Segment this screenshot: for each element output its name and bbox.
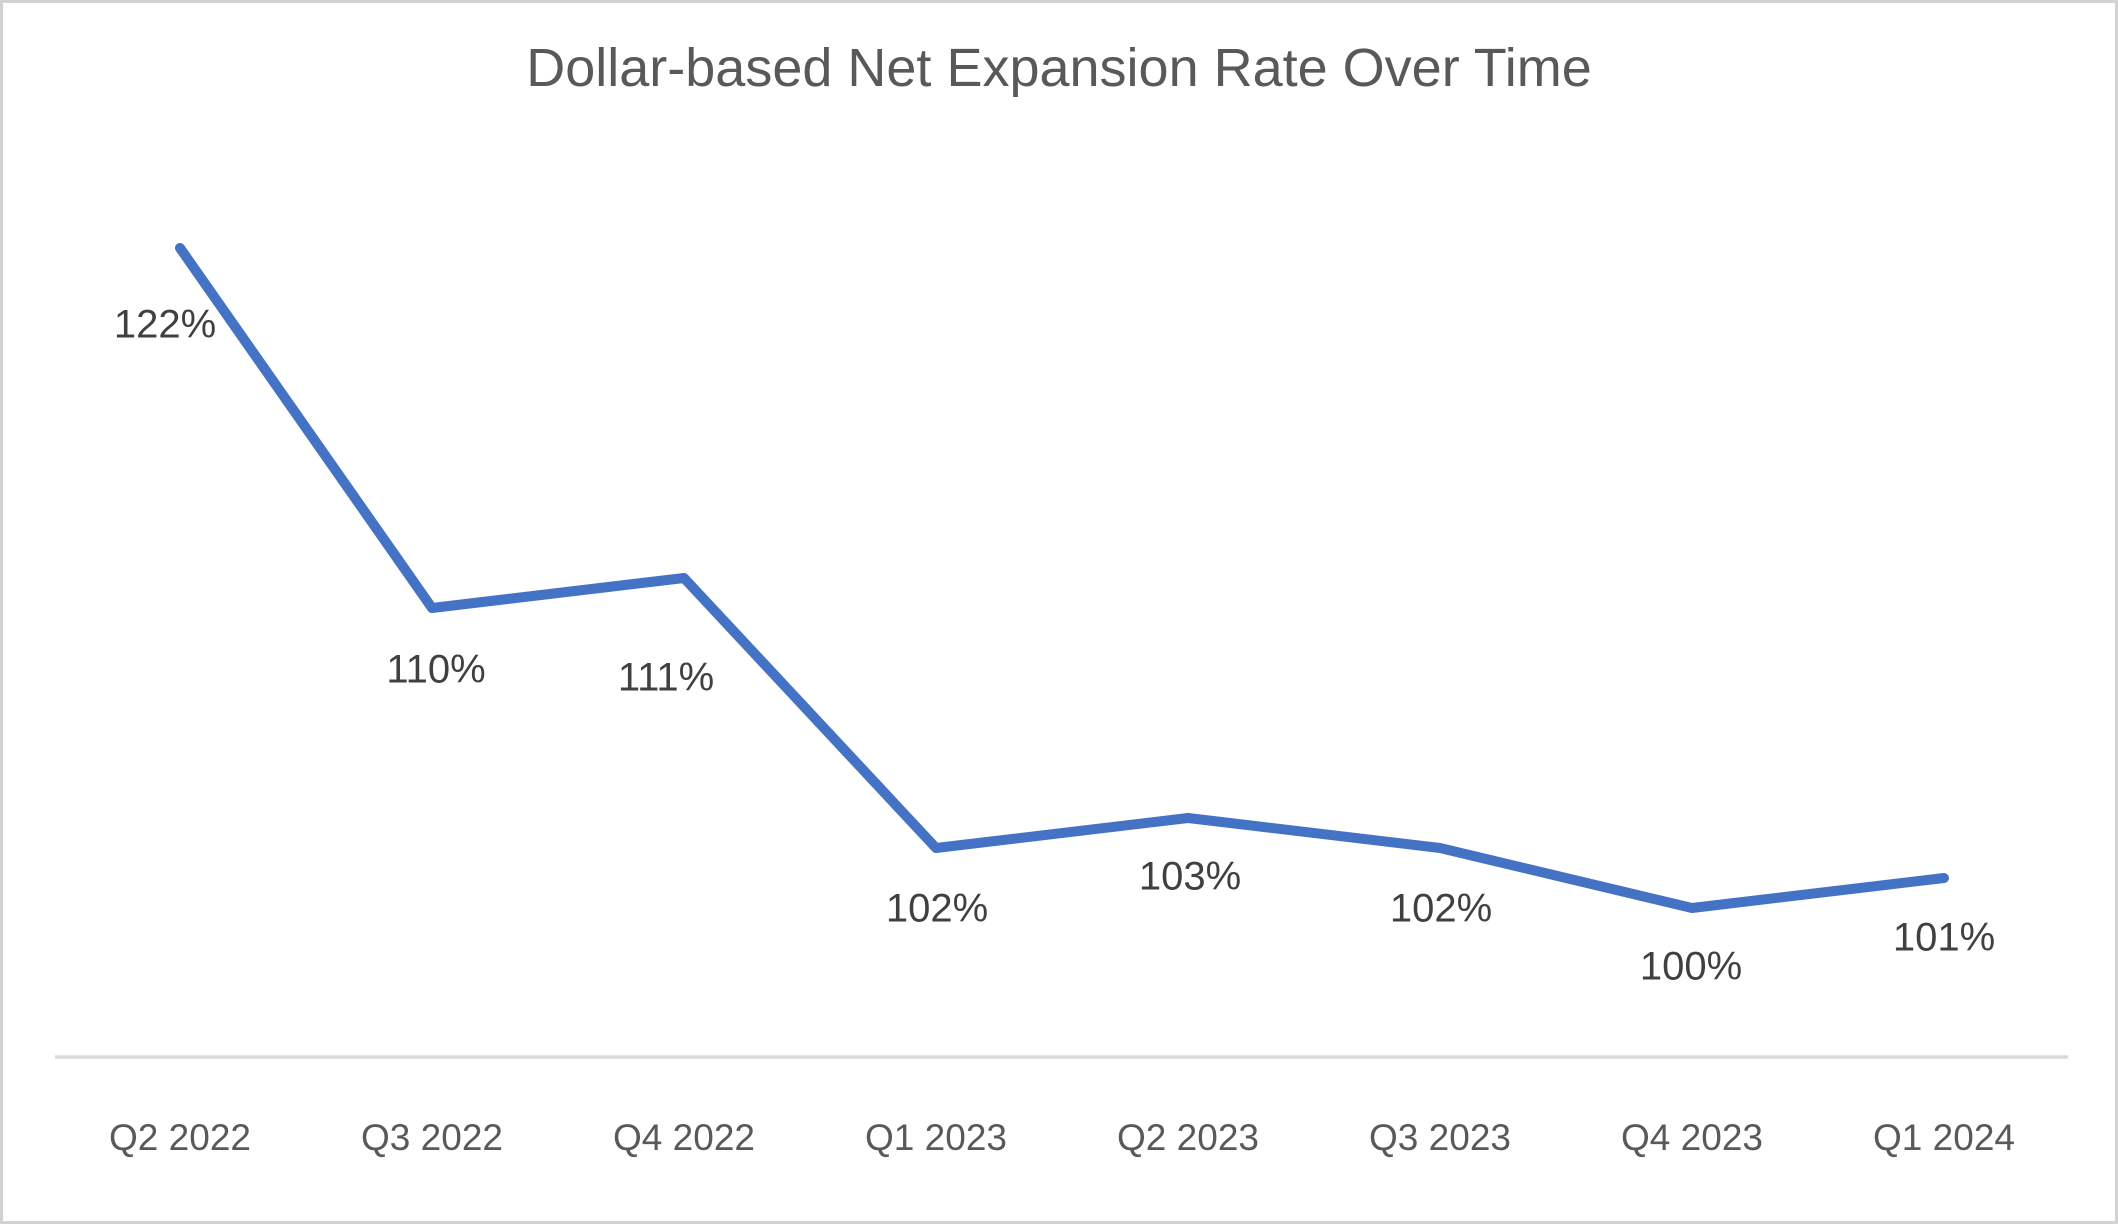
line-plot: [55, 243, 2068, 1059]
data-label: 100%: [1639, 944, 1743, 989]
x-axis-tick-label: Q2 2023: [1117, 1117, 1259, 1158]
data-label: 101%: [1892, 915, 1996, 960]
x-axis-tick-label: Q3 2022: [361, 1117, 503, 1158]
x-axis-tick-label: Q4 2023: [1621, 1117, 1763, 1158]
data-label: 102%: [1389, 886, 1493, 931]
x-axis-tick-label: Q2 2022: [109, 1117, 251, 1158]
x-axis-tick-label: Q1 2024: [1873, 1117, 2015, 1158]
x-axis-tick-label: Q3 2023: [1369, 1117, 1511, 1158]
data-label: 122%: [113, 302, 217, 347]
data-label: 111%: [617, 655, 715, 700]
data-label: 102%: [885, 886, 989, 931]
data-label: 110%: [386, 647, 486, 692]
series-line: [175, 243, 1949, 913]
x-axis-tick-label: Q1 2023: [865, 1117, 1007, 1158]
data-label: 103%: [1138, 854, 1242, 899]
x-axis-tick-label: Q4 2022: [613, 1117, 755, 1158]
chart-title: Dollar-based Net Expansion Rate Over Tim…: [526, 38, 1592, 98]
